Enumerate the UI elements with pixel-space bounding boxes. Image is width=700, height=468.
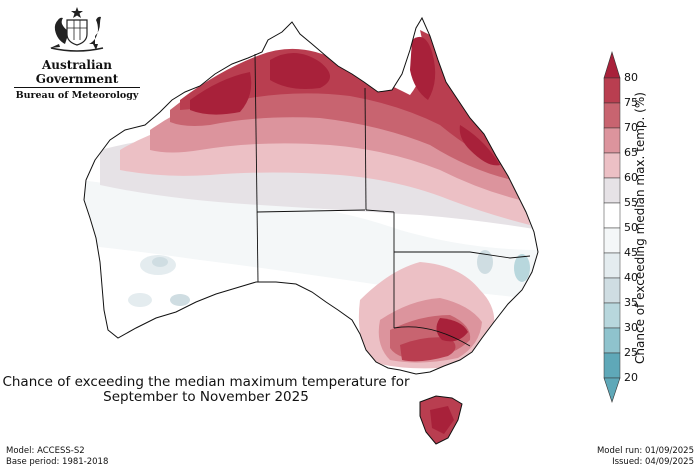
colorbar-segment: [603, 302, 621, 329]
border-qld-nsw: [394, 251, 531, 259]
shade-35-40: [170, 294, 190, 306]
colorbar-tick-label: 80: [624, 71, 638, 84]
shade-80-plus: [270, 52, 330, 89]
colorbar-extend-top: [603, 50, 621, 79]
shade-80-plus: [190, 72, 252, 115]
border-nt-sa: [256, 209, 366, 213]
border-nt-qld: [364, 87, 367, 211]
model-run-label: Model run: 01/09/2025: [596, 446, 694, 456]
colorbar-tick-label: 40: [624, 271, 638, 284]
shade-80-plus: [410, 36, 436, 100]
colorbar: [603, 50, 621, 403]
colorbar-segment: [603, 327, 621, 354]
org-name-government: Australian Government: [35, 58, 119, 86]
colorbar-tick-label: 70: [624, 121, 638, 134]
colorbar-tick-label: 35: [624, 296, 638, 309]
map-title-line1: Chance of exceeding the median maximum t…: [2, 374, 410, 390]
colorbar-tick-label: 75: [624, 96, 638, 109]
colorbar-segment: [603, 127, 621, 154]
colorbar-segment: [603, 277, 621, 304]
shade-35-40: [152, 257, 168, 267]
tasmania-core: [430, 406, 454, 434]
bom-logo: Australian Government Bureau of Meteorol…: [14, 6, 140, 101]
colorbar-segment: [603, 152, 621, 179]
border-vic-nsw: [393, 326, 471, 347]
colorbar-segment: [603, 252, 621, 279]
colorbar-tick-label: 60: [624, 171, 638, 184]
colorbar-extend-bottom: [603, 377, 621, 403]
colorbar-segment: [603, 227, 621, 254]
colorbar-segment: [603, 77, 621, 104]
colorbar-tick-label: 20: [624, 371, 638, 384]
shade-80-plus: [436, 318, 468, 342]
colorbar-segment: [603, 202, 621, 229]
shade-30-35: [514, 254, 530, 282]
shade-35-40: [477, 250, 493, 274]
border-wa: [254, 53, 259, 283]
coat-of-arms-icon: [50, 7, 104, 52]
issued-label: Issued: 04/09/2025: [612, 457, 694, 467]
model-label: Model: ACCESS-S2: [6, 446, 85, 456]
colorbar-segment: [603, 177, 621, 204]
state-borders: [254, 53, 531, 347]
colorbar-tick-label: 65: [624, 146, 638, 159]
org-name-bureau: Bureau of Meteorology: [14, 87, 140, 101]
colorbar-segment: [603, 102, 621, 129]
colorbar-tick-label: 30: [624, 321, 638, 334]
colorbar-tick-label: 55: [624, 196, 638, 209]
shade-40-45: [128, 293, 152, 307]
colorbar-tick-label: 25: [624, 346, 638, 359]
colorbar-tick-label: 50: [624, 221, 638, 234]
map-title-line2: September to November 2025: [103, 389, 309, 405]
shade-75-80: [400, 337, 456, 362]
shade-80-plus: [459, 125, 500, 166]
colorbar-segment: [603, 352, 621, 379]
base-period-label: Base period: 1981-2018: [6, 457, 109, 467]
colorbar-tick-label: 45: [624, 246, 638, 259]
border-qld-sa: [365, 209, 395, 213]
